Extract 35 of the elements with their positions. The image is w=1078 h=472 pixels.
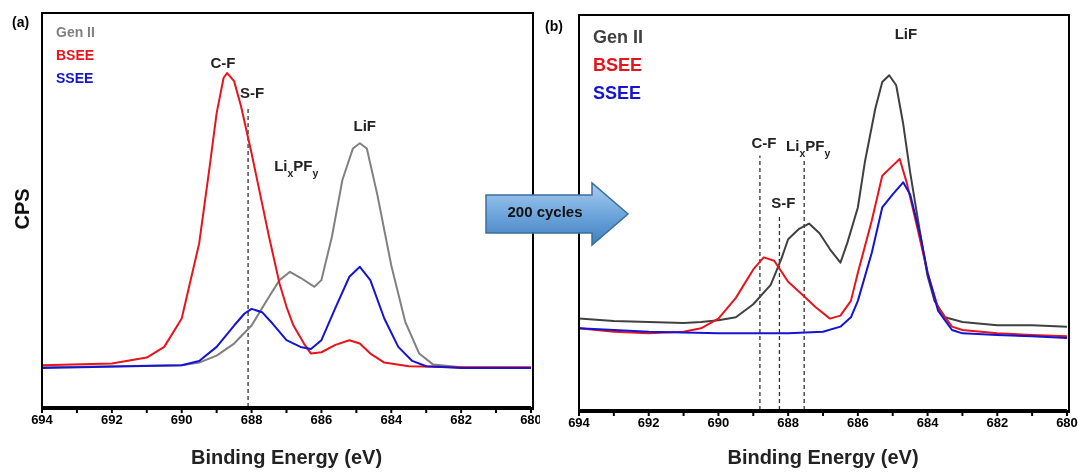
- annotation: LiF: [353, 117, 376, 135]
- chart-title: (a): [12, 14, 30, 30]
- ref-line-label: S-F: [771, 193, 796, 211]
- x-tick-label: 680: [1056, 415, 1078, 431]
- x-tick-label: 686: [847, 415, 869, 431]
- chart-title: (b): [545, 18, 563, 34]
- x-axis-title: Binding Energy (eV): [727, 446, 919, 468]
- text: Gen II: [56, 23, 95, 42]
- x-tick-label: 684: [916, 415, 940, 431]
- ref-line-label: S-F: [239, 84, 265, 102]
- x-tick-label: 692: [637, 415, 660, 431]
- text: SSEE: [593, 82, 643, 105]
- y-axis-title: CPS: [10, 188, 34, 230]
- x-tick-label: 690: [170, 412, 193, 428]
- text: SSEE: [56, 69, 95, 88]
- ref-line-label: Li$_{x}$PF$_{y}$: [786, 136, 831, 159]
- x-tick-label: 688: [240, 412, 263, 428]
- x-tick-label: 694: [568, 415, 591, 431]
- x-tick-label: 692: [101, 412, 123, 428]
- x-tick-label: 688: [777, 415, 799, 431]
- x-tick-label: 686: [310, 412, 333, 428]
- text: BSEE: [56, 46, 95, 65]
- annotation: Li$_{x}$PF$_{y}$: [274, 156, 319, 179]
- text: C-F: [210, 54, 236, 72]
- x-tick-label: 682: [986, 415, 1009, 431]
- text: LiF: [894, 24, 918, 42]
- annotation: 200 cycles: [506, 203, 584, 220]
- x-tick-label: 682: [450, 412, 472, 428]
- text: BSEE: [593, 54, 644, 77]
- x-axis-title: Binding Energy (eV): [190, 446, 383, 468]
- ref-line-label: C-F: [751, 133, 777, 151]
- text: Gen II: [593, 26, 644, 49]
- x-tick-label: 684: [380, 412, 403, 428]
- x-tick-label: 690: [707, 415, 730, 431]
- x-tick-label: 694: [31, 412, 54, 428]
